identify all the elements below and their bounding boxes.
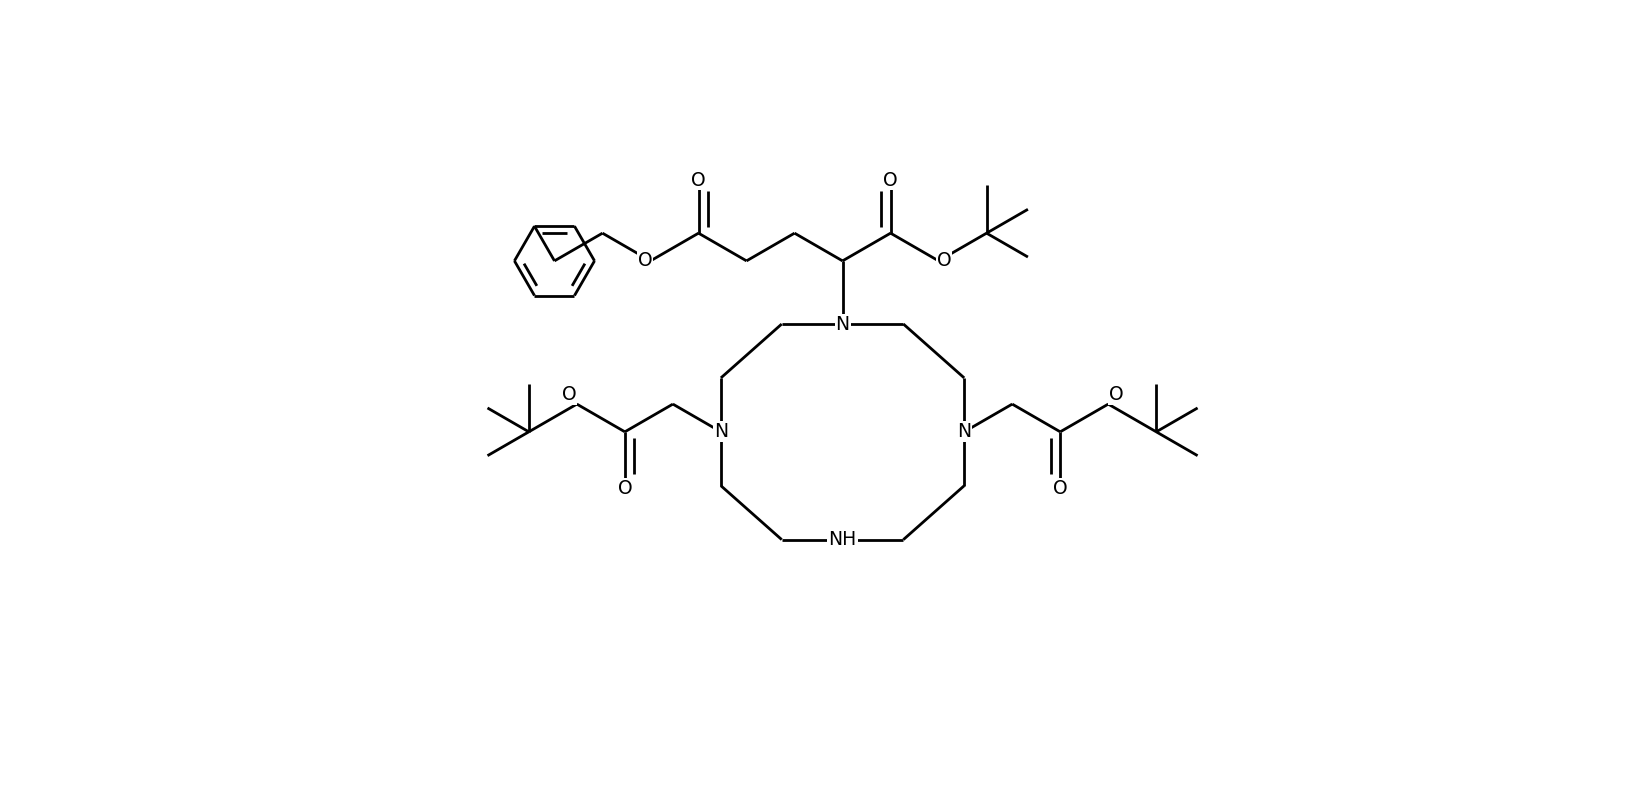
Text: O: O bbox=[690, 170, 705, 190]
Text: O: O bbox=[883, 170, 898, 190]
Text: O: O bbox=[1108, 385, 1123, 404]
Text: O: O bbox=[937, 251, 952, 270]
Text: N: N bbox=[835, 314, 850, 333]
Text: NH: NH bbox=[829, 530, 857, 549]
Text: O: O bbox=[618, 479, 633, 498]
Text: O: O bbox=[562, 385, 577, 404]
Text: O: O bbox=[638, 251, 653, 270]
Text: N: N bbox=[957, 422, 972, 441]
Text: N: N bbox=[713, 422, 728, 441]
Text: O: O bbox=[1052, 479, 1067, 498]
